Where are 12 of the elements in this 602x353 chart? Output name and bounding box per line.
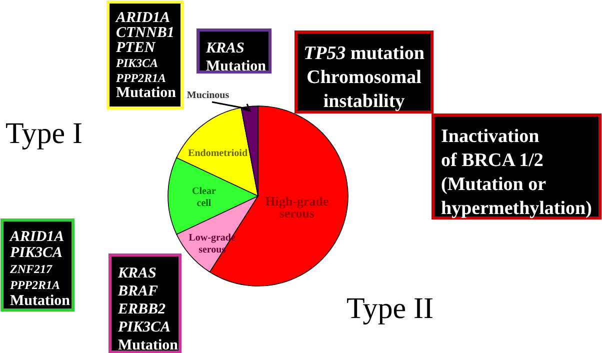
text: Type I <box>5 117 83 150</box>
text: KRAS Mutation <box>205 40 267 74</box>
slice-label: High-grade serous <box>265 193 329 220</box>
text: Type II <box>346 292 434 325</box>
slice-label: Mucinous <box>186 90 230 101</box>
text: ARID1A CTNNB1 PTEN PIK3CA PPP2R1A Mutation <box>115 10 177 101</box>
text: TP53 mutation Chromosomal instability <box>304 43 425 112</box>
text: KRAS BRAF ERBB2 PIK3CA Mutation <box>117 265 179 353</box>
text: Inactivation of BRCA 1/2 (Mutation or hypermethylation) <box>441 126 592 220</box>
text: ARID1A PIK3CA ZNF217 PPP2R1A Mutation <box>9 228 71 309</box>
slice-label: Clear cell <box>192 186 216 209</box>
slice-label: Endometrioid <box>188 148 248 159</box>
